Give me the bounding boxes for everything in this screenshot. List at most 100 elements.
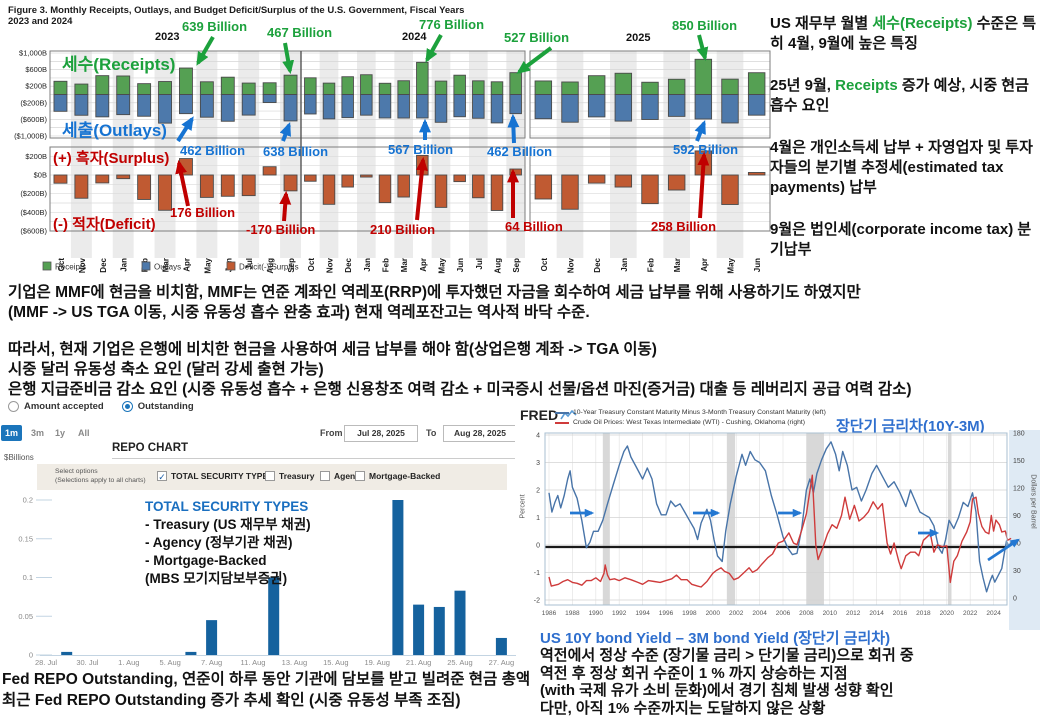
x-tick-label: 2010: [823, 610, 838, 617]
right-tick-label: 180: [1013, 431, 1025, 438]
x-tick-label: 2008: [799, 610, 814, 617]
y-tick-label: 0: [29, 651, 33, 660]
checkbox-treasury[interactable]: Treasury: [265, 471, 314, 481]
fred-legend-spread-label: 10-Year Treasury Constant Maturity Minus…: [573, 409, 826, 416]
repo-section: Amount accepted Outstanding 1m 3m 1y All…: [0, 398, 540, 670]
outlays-bar: [721, 94, 739, 124]
x-tick-label: 27. Aug: [489, 658, 514, 667]
month-label: Jun: [456, 258, 465, 272]
text-run: 4월은 개인소득세 납부 + 자영업자 및 투자자들의 분기별 추정세(esti…: [770, 139, 1033, 196]
lower-axis-label: $200B: [25, 152, 47, 161]
outlays-bar: [434, 94, 448, 123]
checkbox-mortgage-backed[interactable]: Mortgage-Backed: [355, 471, 440, 481]
balance-bar: [241, 174, 256, 197]
tab-all[interactable]: All: [78, 428, 90, 438]
annotation-arrow: [694, 120, 706, 142]
surplus-label: (+) 흑자(Surplus): [53, 149, 169, 167]
receipts-bar: [95, 75, 110, 95]
from-date-input[interactable]: Jul 28, 2025: [344, 425, 418, 442]
fred-caption-line: 역전에서 정상 수준 (장기물 금리 > 단기물 금리)으로 회귀 중: [540, 647, 914, 665]
right-tick-label: 0: [1013, 596, 1017, 603]
receipts-bar: [283, 74, 298, 95]
receipts-series-label: 세수(Receipts): [62, 55, 175, 74]
fred-logo-squiggle-icon: [560, 409, 577, 419]
outlays-bar: [561, 94, 579, 123]
left-tick-label: -2: [534, 598, 540, 605]
annotation-arrow: [696, 34, 709, 62]
balance-bar: [397, 174, 410, 198]
upper-axis-label: $200B: [25, 82, 47, 91]
x-tick-label: 2014: [869, 610, 884, 617]
right-tick-label: 150: [1013, 458, 1025, 465]
balance-bar: [534, 174, 553, 200]
balance-bar: [95, 174, 110, 184]
oil-line: [548, 474, 1012, 588]
receipts-bar: [472, 80, 485, 95]
legend-swatch: [141, 261, 151, 271]
month-label: May: [203, 257, 212, 273]
tab-1y[interactable]: 1y: [55, 428, 66, 438]
annotation-label: 462 Billion: [180, 143, 245, 158]
checkbox-total-security-types[interactable]: ✓ TOTAL SECURITY TYPES: [157, 471, 274, 482]
receipts-bar: [360, 74, 373, 95]
x-tick-label: 2018: [916, 610, 931, 617]
overlay-line: (MBS 모기지담보부증권): [145, 571, 288, 586]
radio-amount-accepted-label: Amount accepted: [24, 401, 104, 412]
outlays-bar: [304, 94, 317, 115]
receipts-bar: [721, 78, 739, 95]
radio-selected-icon: [121, 401, 133, 412]
upper-axis-label: $1,000B: [19, 49, 47, 58]
fred-caption-line: 다만, 아직 1% 수준까지는 도달하지 않은 상황: [540, 699, 826, 717]
x-tick-label: 25. Aug: [447, 658, 472, 667]
outlays-bar: [158, 94, 172, 124]
text-run: Receipts: [835, 77, 898, 94]
fred-caption-line: 역전 후 정상 회귀 수준이 1 % 까지 상승하는 지점: [540, 664, 848, 682]
tab-1m[interactable]: 1m: [1, 425, 23, 441]
unchecked-checkbox-icon: [265, 471, 275, 481]
note-sep25: 25년 9월, Receipts 증가 예상, 시중 현금 흡수 요인: [770, 76, 1038, 116]
upper-axis-label: ($1,000B): [14, 131, 47, 140]
outlays-bar: [137, 94, 152, 117]
receipts-bar: [397, 80, 410, 95]
legend-swatch: [226, 261, 236, 271]
plot-border: [544, 432, 1008, 606]
month-label: Nov: [78, 257, 87, 273]
upper-axis-label: ($600B): [20, 115, 47, 124]
left-tick-label: 0: [536, 543, 540, 550]
to-date-input[interactable]: Aug 28, 2025: [443, 425, 517, 442]
recession-band: [602, 433, 610, 605]
month-label: Aug: [494, 258, 503, 274]
fig3-title-line1: Figure 3. Monthly Receipts, Outlays, and…: [8, 5, 465, 16]
x-tick-label: 2002: [729, 610, 744, 617]
fred-legend-oil-label: Crude Oil Prices: West Texas Intermediat…: [573, 419, 806, 426]
receipts-bar: [509, 72, 522, 95]
note-sep-tax: 9월은 법인세(corporate income tax) 분기납부: [770, 220, 1038, 260]
repo-bar: [268, 577, 280, 655]
annotation-arrow: [987, 538, 1020, 562]
left-axis-title: Percent: [519, 494, 527, 519]
x-tick-label: 19. Aug: [364, 658, 389, 667]
note-line: 시중 달러 유동성 축소 요인 (달러 강세 출현 가능): [8, 361, 324, 378]
year-label: 2025: [626, 32, 650, 44]
radio-amount-accepted[interactable]: Amount accepted: [8, 401, 104, 412]
checkbox-agency[interactable]: Agency: [320, 471, 365, 481]
repo-radio-row: Amount accepted Outstanding: [8, 401, 194, 412]
unchecked-checkbox-icon: [320, 471, 330, 481]
annotation-arrow: [697, 151, 710, 219]
x-tick-label: 2004: [752, 610, 767, 617]
month-label: Feb: [647, 258, 656, 272]
upper-axis-label: ($200B): [20, 98, 47, 107]
spacer: [8, 323, 1038, 340]
outlays-bar: [587, 94, 606, 118]
radio-outstanding[interactable]: Outstanding: [121, 401, 194, 412]
note-receipts-level: US 재무부 월별 세수(Receipts) 수준은 특히 4월, 9월에 높은…: [770, 14, 1038, 54]
month-label: Apr: [700, 258, 709, 272]
balance-bar: [614, 174, 633, 188]
tab-3m[interactable]: 3m: [31, 428, 45, 438]
repo-unit-label: $Billions: [4, 453, 34, 462]
fred-legend-spread: 10-Year Treasury Constant Maturity Minus…: [555, 409, 826, 416]
receipts-bar: [667, 78, 686, 95]
annotation-label: 592 Billion: [673, 142, 738, 157]
receipts-bar: [158, 81, 172, 95]
outlays-bar: [747, 94, 766, 116]
